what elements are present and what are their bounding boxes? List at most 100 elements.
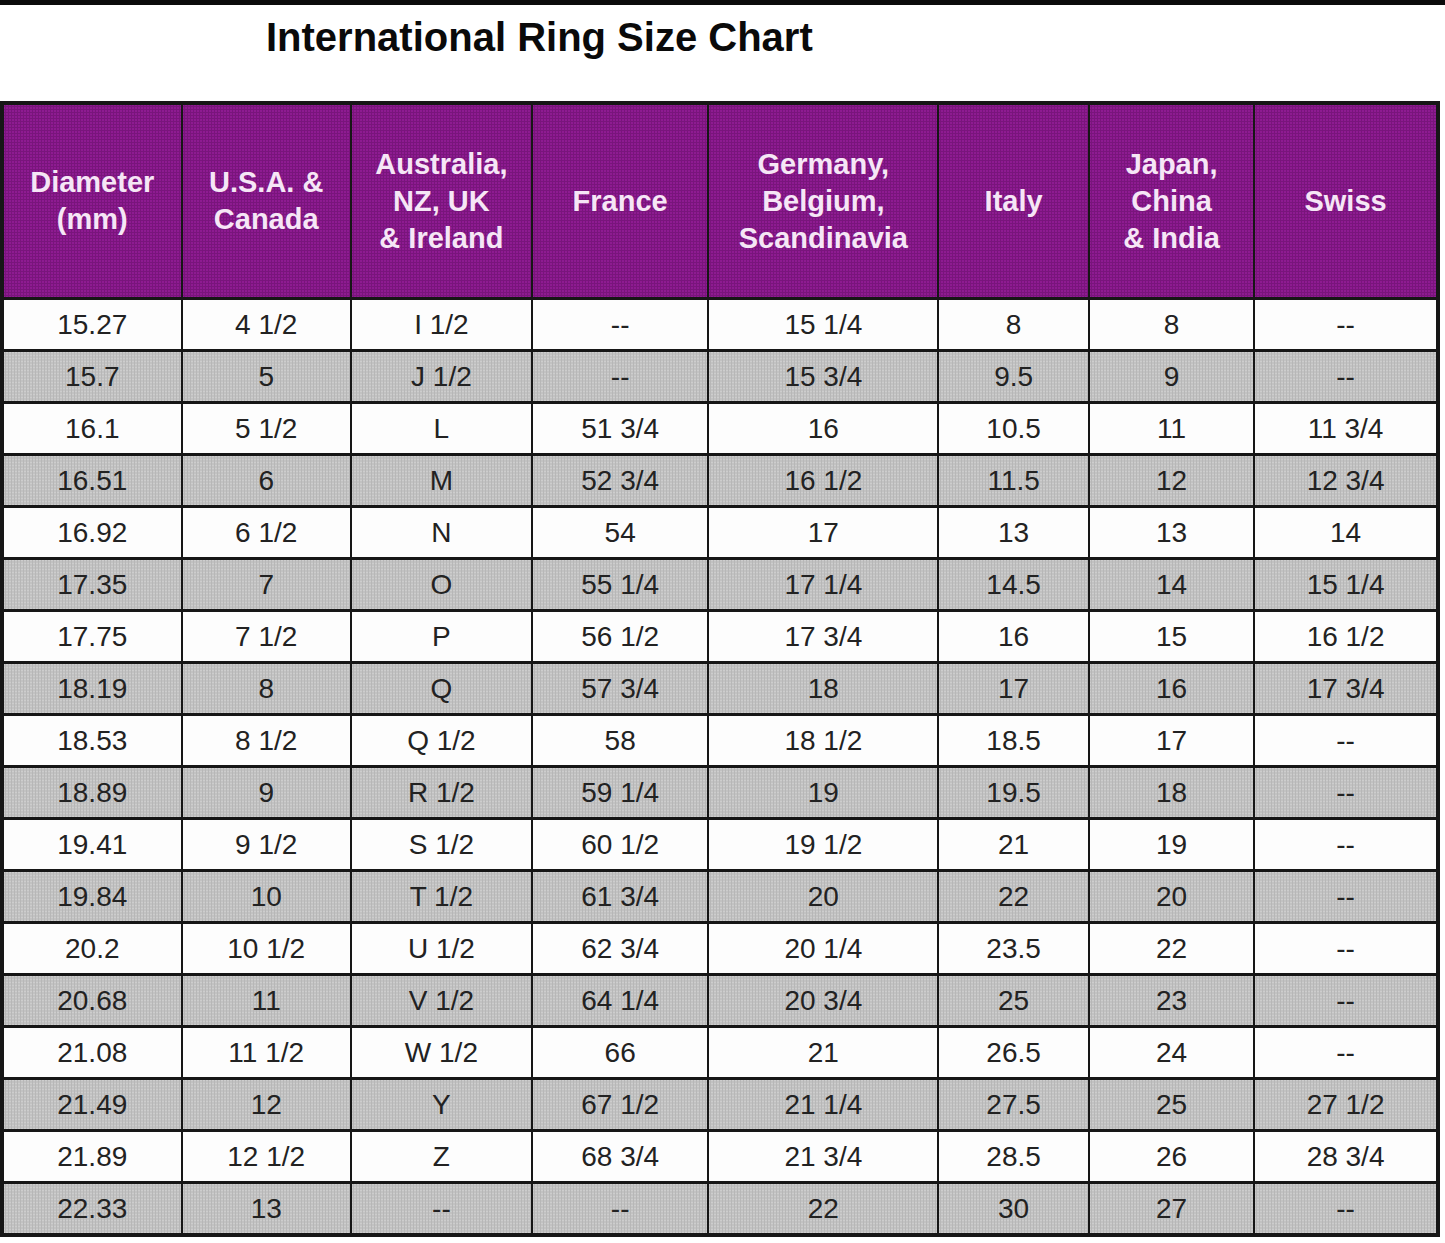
table-cell: 23 — [1089, 975, 1254, 1027]
table-cell: 28 3/4 — [1254, 1131, 1438, 1183]
table-cell: 16 1/2 — [708, 455, 938, 507]
table-cell: 17.75 — [2, 611, 182, 663]
table-cell: R 1/2 — [351, 767, 532, 819]
header-cell-japan-china-india: Japan, China & India — [1089, 103, 1254, 299]
table-cell: 15 1/4 — [1254, 559, 1438, 611]
header-cell-usa-canada: U.S.A. & Canada — [182, 103, 351, 299]
table-cell: 22 — [708, 1183, 938, 1236]
table-row: 18.899R 1/259 1/41919.518-- — [2, 767, 1438, 819]
table-cell: 18.5 — [938, 715, 1089, 767]
table-cell: 7 — [182, 559, 351, 611]
table-cell: 16 — [938, 611, 1089, 663]
table-cell: 9 1/2 — [182, 819, 351, 871]
table-cell: 64 1/4 — [532, 975, 709, 1027]
table-cell: 11 — [182, 975, 351, 1027]
table-cell: 5 1/2 — [182, 403, 351, 455]
table-cell: -- — [532, 299, 709, 351]
table-cell: 18.53 — [2, 715, 182, 767]
table-cell: -- — [1254, 923, 1438, 975]
table-cell: 17 3/4 — [1254, 663, 1438, 715]
table-cell: 23.5 — [938, 923, 1089, 975]
table-row: 16.926 1/2N5417131314 — [2, 507, 1438, 559]
table-cell: V 1/2 — [351, 975, 532, 1027]
table-cell: 52 3/4 — [532, 455, 709, 507]
table-cell: 11 3/4 — [1254, 403, 1438, 455]
table-cell: 26 — [1089, 1131, 1254, 1183]
table-cell: 16.1 — [2, 403, 182, 455]
table-cell: M — [351, 455, 532, 507]
table-cell: 15.27 — [2, 299, 182, 351]
table-cell: L — [351, 403, 532, 455]
table-row: 22.3313----223027-- — [2, 1183, 1438, 1236]
table-cell: 18 — [1089, 767, 1254, 819]
table-cell: 21 3/4 — [708, 1131, 938, 1183]
table-cell: 61 3/4 — [532, 871, 709, 923]
table-cell: 18.19 — [2, 663, 182, 715]
table-row: 18.538 1/2Q 1/25818 1/218.517-- — [2, 715, 1438, 767]
table-cell: 17 1/4 — [708, 559, 938, 611]
table-cell: 16 — [708, 403, 938, 455]
table-row: 15.274 1/2I 1/2--15 1/488-- — [2, 299, 1438, 351]
table-cell: 17 — [708, 507, 938, 559]
table-row: 15.75J 1/2--15 3/49.59-- — [2, 351, 1438, 403]
table-cell: 67 1/2 — [532, 1079, 709, 1131]
table-cell: S 1/2 — [351, 819, 532, 871]
table-cell: 25 — [938, 975, 1089, 1027]
table-cell: 18.89 — [2, 767, 182, 819]
table-row: 16.516M52 3/416 1/211.51212 3/4 — [2, 455, 1438, 507]
table-row: 16.15 1/2L51 3/41610.51111 3/4 — [2, 403, 1438, 455]
table-cell: 15.7 — [2, 351, 182, 403]
table-cell: Q 1/2 — [351, 715, 532, 767]
table-cell: 9.5 — [938, 351, 1089, 403]
table-cell: 19.84 — [2, 871, 182, 923]
table-cell: 21 — [938, 819, 1089, 871]
table-cell: N — [351, 507, 532, 559]
table-cell: 9 — [1089, 351, 1254, 403]
table-cell: 20 — [1089, 871, 1254, 923]
table-cell: 6 1/2 — [182, 507, 351, 559]
table-row: 21.0811 1/2W 1/2662126.524-- — [2, 1027, 1438, 1079]
table-cell: 19.5 — [938, 767, 1089, 819]
table-cell: -- — [1254, 351, 1438, 403]
table-cell: 8 — [1089, 299, 1254, 351]
table-cell: 11 1/2 — [182, 1027, 351, 1079]
table-cell: 16.92 — [2, 507, 182, 559]
table-cell: 17.35 — [2, 559, 182, 611]
header-cell-germany-belgium-scandinavia: Germany, Belgium, Scandinavia — [708, 103, 938, 299]
table-cell: 15 1/4 — [708, 299, 938, 351]
table-cell: 11.5 — [938, 455, 1089, 507]
table-cell: -- — [1254, 871, 1438, 923]
table-row: 19.419 1/2S 1/260 1/219 1/22119-- — [2, 819, 1438, 871]
page: International Ring Size Chart Diameter (… — [0, 0, 1445, 1243]
table-cell: 22.33 — [2, 1183, 182, 1236]
table-cell: 14 — [1089, 559, 1254, 611]
table-cell: 21 1/4 — [708, 1079, 938, 1131]
table-cell: 62 3/4 — [532, 923, 709, 975]
table-cell: 60 1/2 — [532, 819, 709, 871]
table-cell: -- — [1254, 767, 1438, 819]
table-cell: 58 — [532, 715, 709, 767]
table-cell: 12 — [1089, 455, 1254, 507]
table-cell: 20.68 — [2, 975, 182, 1027]
table-cell: 20 — [708, 871, 938, 923]
table-row: 18.198Q57 3/418171617 3/4 — [2, 663, 1438, 715]
table-cell: I 1/2 — [351, 299, 532, 351]
table-cell: 13 — [1089, 507, 1254, 559]
table-cell: 22 — [938, 871, 1089, 923]
table-row: 21.4912Y67 1/221 1/427.52527 1/2 — [2, 1079, 1438, 1131]
table-row: 21.8912 1/2Z68 3/421 3/428.52628 3/4 — [2, 1131, 1438, 1183]
table-cell: 22 — [1089, 923, 1254, 975]
table-cell: -- — [1254, 715, 1438, 767]
table-row: 19.8410T 1/261 3/4202220-- — [2, 871, 1438, 923]
table-cell: 68 3/4 — [532, 1131, 709, 1183]
page-title: International Ring Size Chart — [266, 13, 1445, 61]
table-cell: Y — [351, 1079, 532, 1131]
table-cell: 13 — [182, 1183, 351, 1236]
table-cell: 8 1/2 — [182, 715, 351, 767]
table-cell: W 1/2 — [351, 1027, 532, 1079]
table-header: Diameter (mm) U.S.A. & Canada Australia,… — [2, 103, 1438, 299]
table-cell: 55 1/4 — [532, 559, 709, 611]
header-cell-australia-nz-uk-ireland: Australia, NZ, UK & Ireland — [351, 103, 532, 299]
table-cell: 10.5 — [938, 403, 1089, 455]
table-cell: 19 — [1089, 819, 1254, 871]
